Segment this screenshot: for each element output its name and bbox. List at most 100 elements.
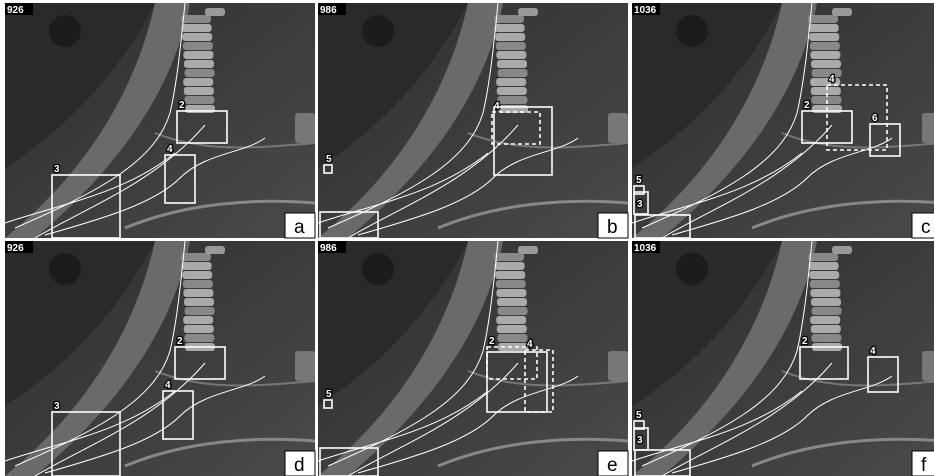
track-id: 4 [829, 74, 835, 85]
car [182, 24, 212, 32]
car [184, 96, 214, 104]
track-id: 2 [177, 336, 183, 347]
car [497, 325, 527, 333]
car [183, 78, 213, 86]
car [810, 289, 840, 297]
scene [318, 3, 628, 238]
car [608, 113, 628, 143]
frame-number: 986 [320, 5, 337, 16]
track-id: 6 [872, 113, 878, 124]
car [811, 87, 841, 95]
track-id: 4 [167, 144, 173, 155]
panel: 24531036f [632, 241, 934, 476]
frame-number: 926 [7, 243, 24, 254]
car [497, 60, 527, 68]
tree [49, 15, 81, 47]
car [181, 253, 211, 261]
track-id: 5 [636, 410, 642, 421]
frame-number: 986 [320, 243, 337, 254]
car [518, 246, 538, 254]
panel: 45986b [318, 3, 628, 238]
track-id: 3 [54, 401, 60, 412]
car [495, 262, 525, 270]
car [295, 113, 315, 143]
panel-letter: f [921, 455, 927, 476]
car [183, 316, 213, 324]
car [184, 60, 214, 68]
car [810, 51, 840, 59]
track-id: 3 [637, 199, 643, 210]
car [182, 33, 212, 41]
car [808, 15, 838, 23]
car [185, 105, 215, 113]
car [832, 8, 852, 16]
track-id: 4 [870, 346, 876, 357]
car [497, 298, 527, 306]
track-id: 4 [165, 380, 171, 391]
car [812, 307, 842, 315]
car [182, 262, 212, 270]
tree [362, 253, 394, 285]
scene [318, 241, 628, 476]
car [810, 280, 840, 288]
car [811, 334, 841, 342]
frame-number: 926 [7, 5, 24, 16]
car [496, 316, 526, 324]
car [205, 246, 225, 254]
track-id: 5 [636, 175, 642, 186]
car [498, 69, 528, 77]
car [181, 15, 211, 23]
car [184, 334, 214, 342]
car [184, 298, 214, 306]
panel: 246531036c [632, 3, 934, 238]
car [495, 33, 525, 41]
track-id: 4 [527, 339, 533, 350]
track-id: 3 [637, 435, 643, 446]
car [832, 246, 852, 254]
track-id: 5 [326, 154, 332, 165]
car [608, 351, 628, 381]
track-id: 5 [326, 389, 332, 400]
car [184, 87, 214, 95]
panel-letter: c [921, 217, 931, 238]
scene [632, 3, 934, 238]
panel: 234926d [5, 241, 315, 476]
frame-number: 1036 [634, 5, 657, 16]
tree [676, 15, 708, 47]
car [183, 51, 213, 59]
track-id: 3 [54, 164, 60, 175]
car [494, 15, 524, 23]
panel-letter: a [294, 217, 305, 238]
tree [49, 253, 81, 285]
car [922, 351, 934, 381]
car [183, 42, 213, 50]
car [811, 325, 841, 333]
car [205, 8, 225, 16]
car [518, 8, 538, 16]
car [496, 42, 526, 50]
tree [676, 253, 708, 285]
car [295, 351, 315, 381]
car [810, 316, 840, 324]
car [809, 262, 839, 270]
car [497, 96, 527, 104]
track-id: 2 [489, 336, 495, 347]
car [496, 78, 526, 86]
car [494, 253, 524, 261]
car [185, 69, 215, 77]
car [496, 51, 526, 59]
car [497, 87, 527, 95]
car [183, 280, 213, 288]
car [809, 24, 839, 32]
car [496, 289, 526, 297]
car [495, 271, 525, 279]
car [808, 253, 838, 261]
car [184, 325, 214, 333]
panel-letter: e [607, 455, 618, 476]
car [495, 24, 525, 32]
figure: 234926a45986b246531036c234926d245986e245… [0, 0, 934, 476]
car [812, 69, 842, 77]
panel: 234926a [5, 3, 315, 238]
car [182, 271, 212, 279]
car [809, 271, 839, 279]
